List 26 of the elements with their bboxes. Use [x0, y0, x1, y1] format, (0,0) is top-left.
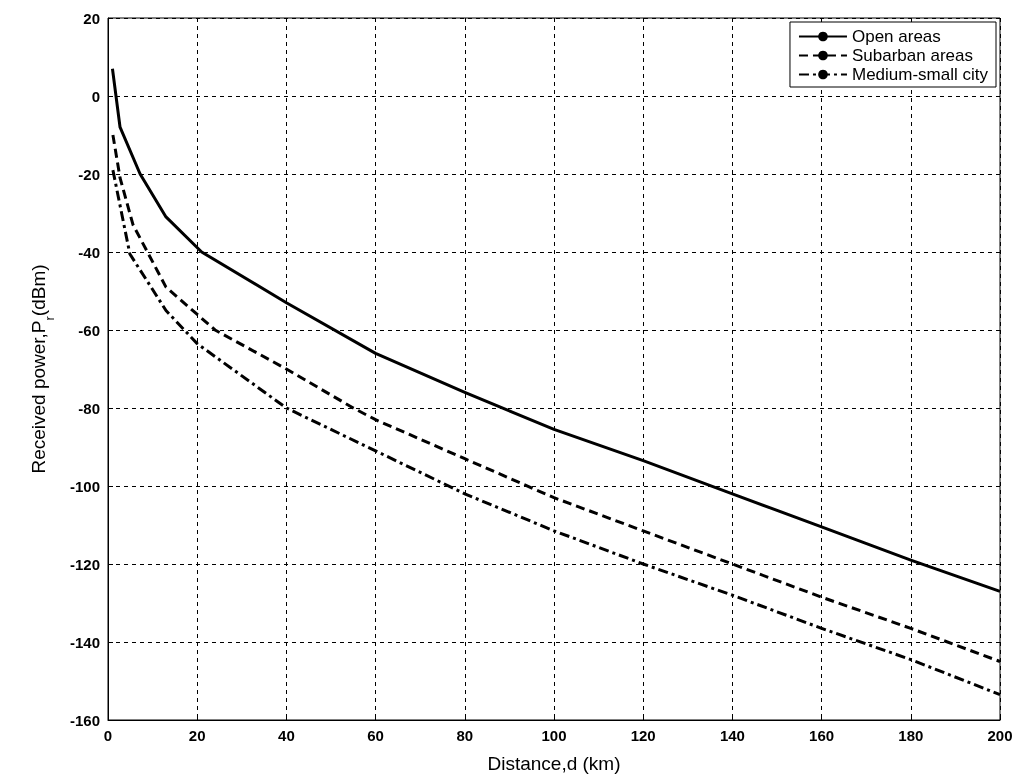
x-tick-label: 0	[103, 727, 113, 744]
y-tick-label: 20	[83, 9, 100, 27]
y-tick-label: -140	[69, 633, 100, 651]
y-tick-label: -100	[69, 477, 100, 495]
x-tick-label: 180	[898, 727, 924, 744]
legend-label: Subarban areas	[851, 46, 973, 65]
x-tick-label: 20	[188, 727, 206, 744]
y-axis-title: Received power,Pr(dBm)	[28, 264, 57, 474]
legend-label: Medium-small city	[851, 65, 989, 84]
x-tick-label: 160	[809, 727, 835, 744]
x-tick-label: 120	[630, 727, 656, 744]
x-tick-label: 100	[541, 727, 567, 744]
legend-label: Open areas	[851, 27, 941, 46]
y-tick-label: -60	[78, 321, 100, 339]
x-tick-label: 40	[278, 727, 295, 744]
y-tick-label: -160	[69, 711, 100, 729]
x-tick-label: 140	[719, 727, 745, 744]
y-tick-label: -80	[78, 399, 100, 417]
x-axis-title: Distance,d (km)	[487, 753, 621, 774]
y-tick-label: -20	[78, 165, 100, 183]
x-tick-label: 60	[367, 727, 384, 744]
y-tick-label: -120	[69, 555, 100, 573]
x-tick-label: 200	[987, 727, 1013, 744]
x-tick-label: 80	[456, 727, 474, 744]
y-tick-label: -40	[78, 243, 100, 261]
y-tick-label: 0	[91, 87, 100, 105]
